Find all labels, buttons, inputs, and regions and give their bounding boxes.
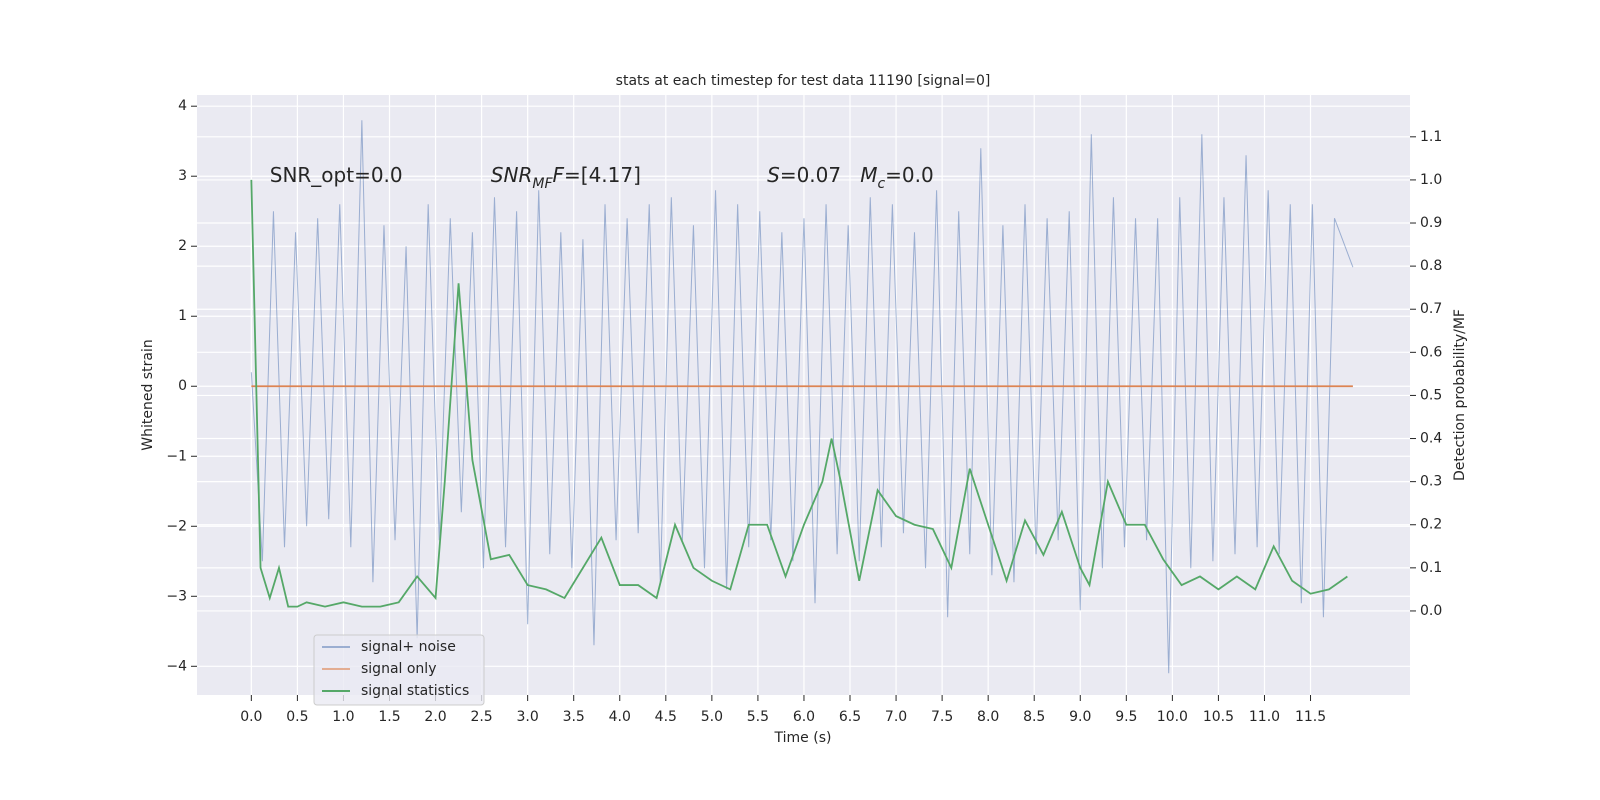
x-tick-label: 5.5 (747, 709, 769, 725)
x-tick-label: 2.5 (470, 709, 492, 725)
x-tick-label: 11.5 (1295, 709, 1326, 725)
series-line (250, 120, 1354, 674)
annotation-part: =0.0 (885, 163, 934, 187)
annotation: S=0.07 Mc=0.0 (767, 163, 934, 193)
y2-tick-label: 0.0 (1420, 603, 1442, 619)
x-tick-label: 11.0 (1249, 709, 1280, 725)
annotation-part: MF (532, 176, 553, 192)
y-tick-label: 0 (178, 378, 187, 394)
y2-tick-label: 0.1 (1420, 560, 1442, 576)
annotation-part: =[4.17] (564, 163, 641, 187)
y-tick-label: 1 (178, 308, 187, 324)
x-tick-label: 8.0 (977, 709, 999, 725)
y-tick-label: 3 (178, 168, 187, 184)
y2-tick-label: 0.3 (1420, 474, 1442, 490)
y2-tick-label: 0.9 (1420, 215, 1442, 231)
annotation: SNR_opt=0.0 (270, 163, 403, 187)
y2-tick-label: 1.0 (1420, 172, 1442, 188)
x-tick-label: 3.0 (517, 709, 539, 725)
legend-label: signal only (361, 661, 436, 677)
x-tick-label: 10.0 (1157, 709, 1188, 725)
annotation-part: SNR_opt=0.0 (270, 163, 403, 187)
y2-tick-label: 1.1 (1420, 129, 1442, 145)
legend-label: signal statistics (361, 683, 469, 699)
legend-box (313, 634, 485, 706)
x-tick-label: 6.5 (839, 709, 861, 725)
y-tick-label: 2 (178, 238, 187, 254)
y2-tick-label: 0.7 (1420, 301, 1442, 317)
y-tick-label: −3 (166, 588, 187, 604)
annotation-part: SNR (491, 163, 533, 187)
y-tick-label: −1 (166, 448, 187, 464)
y2-tick-label: 0.8 (1420, 258, 1442, 274)
x-tick-label: 4.5 (655, 709, 677, 725)
annotation-part: M (860, 163, 877, 187)
annotation-part: S (767, 163, 780, 187)
x-tick-label: 9.5 (1115, 709, 1137, 725)
y2-axis-label: Detection probability/MF (1452, 309, 1468, 481)
x-tick-label: 4.0 (609, 709, 631, 725)
x-tick-label: 6.0 (793, 709, 815, 725)
x-tick-label: 5.0 (701, 709, 723, 725)
x-tick-label: 9.0 (1069, 709, 1091, 725)
x-tick-label: 0.5 (286, 709, 308, 725)
x-tick-label: 3.5 (563, 709, 585, 725)
x-tick-label: 10.5 (1203, 709, 1234, 725)
series-line (250, 179, 1348, 608)
legend-label: signal+ noise (361, 639, 456, 655)
annotation-part: c (877, 176, 885, 192)
y2-tick-label: 0.5 (1420, 387, 1442, 403)
y-tick-label: −2 (166, 518, 187, 534)
annotation-part: F (553, 163, 565, 187)
x-tick-label: 8.5 (1023, 709, 1045, 725)
x-tick-label: 1.0 (332, 709, 354, 725)
y2-tick-label: 0.4 (1420, 431, 1442, 447)
x-axis-label: Time (s) (774, 730, 832, 746)
annotation-part: =0.07 (780, 163, 860, 187)
x-tick-label: 1.5 (378, 709, 400, 725)
x-tick-label: 2.0 (424, 709, 446, 725)
x-tick-label: 0.0 (240, 709, 262, 725)
annotation: SNRMFF=[4.17] (491, 163, 641, 193)
chart-title: stats at each timestep for test data 111… (616, 73, 991, 89)
y-tick-label: −4 (166, 658, 187, 674)
x-tick-label: 7.5 (931, 709, 953, 725)
y2-tick-label: 0.2 (1420, 517, 1442, 533)
y-tick-label: 4 (178, 98, 187, 114)
y-axis-label: Whitened strain (140, 339, 156, 450)
y2-tick-label: 0.6 (1420, 344, 1442, 360)
x-tick-label: 7.0 (885, 709, 907, 725)
